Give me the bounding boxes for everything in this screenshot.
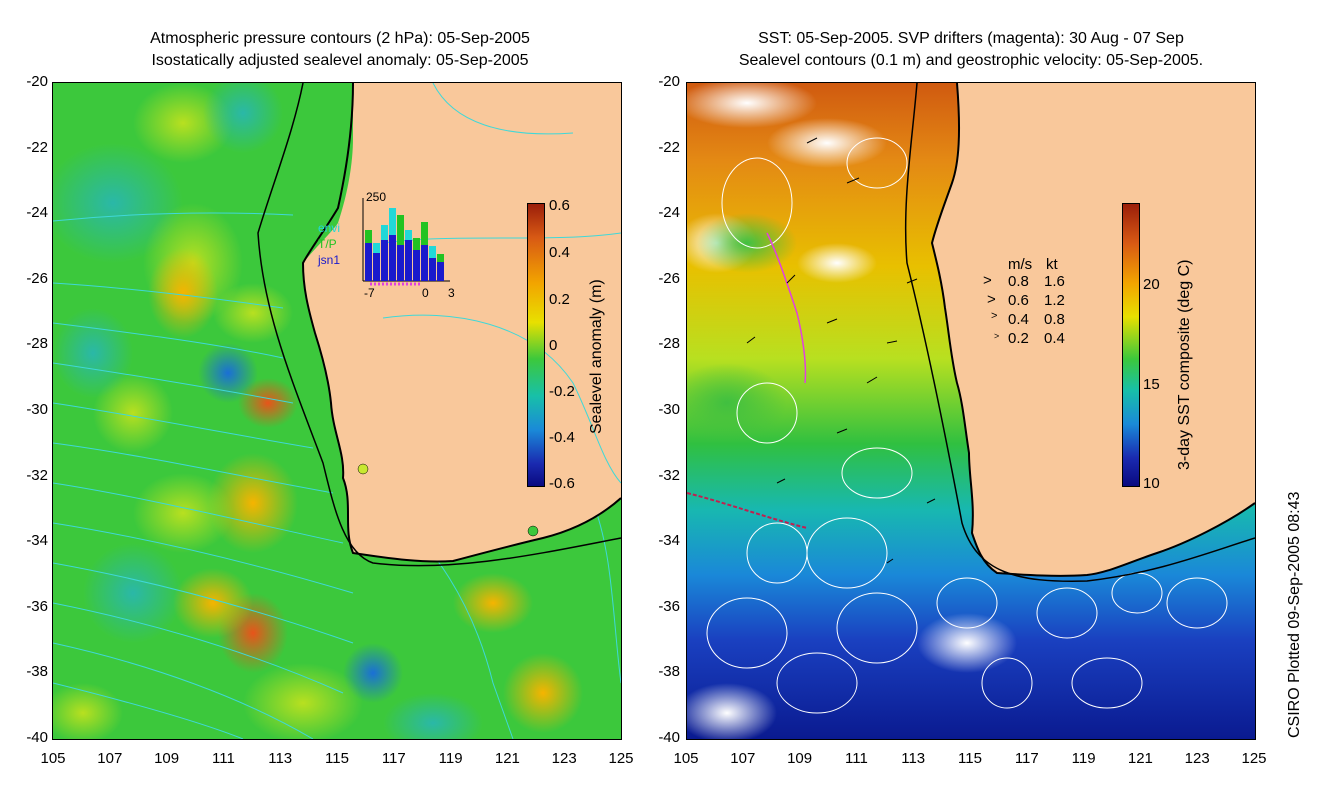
shelf-contour — [904, 83, 1255, 582]
velocity-legend-kt-3: 0.4 — [1044, 330, 1065, 347]
left-y-tick: -32 — [26, 466, 48, 484]
drifter-track — [766, 232, 807, 384]
velocity-legend-ms-0: 0.8 — [1008, 273, 1029, 290]
left-y-tick: -20 — [26, 73, 48, 90]
velocity-legend-arrow-2: > — [991, 310, 998, 322]
right-title-line2: Sealevel contours (0.1 m) and geostrophi… — [738, 52, 1204, 69]
right-y-tick: -38 — [658, 663, 680, 681]
shelf-contour — [257, 83, 621, 567]
right-x-tick: 117 — [1014, 750, 1039, 767]
velocity-legend-header-kt: kt — [1046, 256, 1058, 273]
left-cb-tick-6: -0.6 — [549, 475, 575, 492]
left-map-panel — [52, 82, 622, 740]
right-y-tick: -22 — [658, 138, 680, 156]
left-x-tick: 117 — [381, 750, 406, 767]
credit-text: CSIRO Plotted 09-Sep-2005 08:43 — [1286, 491, 1303, 738]
right-y-tick: -40 — [658, 729, 680, 746]
inset-xtick-2: 3 — [448, 286, 455, 300]
left-y-tick: -34 — [26, 532, 48, 550]
right-colorbar — [1122, 203, 1140, 487]
left-x-tick: 125 — [608, 750, 634, 767]
velocity-legend-ms-1: 0.6 — [1008, 292, 1029, 309]
left-x-tick: 111 — [211, 750, 235, 767]
left-cb-tick-2: 0.2 — [549, 291, 570, 308]
left-cb-tick-3: 0 — [549, 337, 558, 354]
left-y-tick: -36 — [26, 597, 48, 615]
inset-xtick-0: -7 — [364, 286, 375, 300]
right-cb-tick-2: 10 — [1143, 475, 1160, 492]
left-y-tick: -24 — [26, 204, 48, 222]
right-x-tick: 123 — [1184, 750, 1210, 767]
left-y-tick: -40 — [26, 729, 48, 746]
inset-ymax-label: 250 — [366, 190, 387, 204]
left-title-line1: Atmospheric pressure contours (2 hPa): 0… — [150, 30, 530, 47]
left-x-tick: 107 — [97, 750, 123, 767]
left-title-line2: Isostatically adjusted sealevel anomaly:… — [151, 52, 529, 69]
velocity-legend-kt-0: 1.6 — [1044, 273, 1065, 290]
right-x-tick: 105 — [673, 750, 699, 767]
left-y-tick: -28 — [26, 335, 48, 353]
left-y-tick: -22 — [26, 138, 48, 156]
right-cb-tick-0: 20 — [1143, 276, 1160, 293]
right-y-tick: -20 — [658, 73, 680, 90]
right-cb-tick-1: 15 — [1143, 376, 1160, 393]
right-y-tick: -24 — [658, 204, 680, 222]
velocity-legend-arrow-1: > — [987, 291, 996, 308]
velocity-legend-arrow-0: > — [983, 272, 992, 289]
right-x-tick: 119 — [1071, 750, 1096, 767]
right-y-tick: -30 — [658, 401, 680, 418]
left-cb-tick-4: -0.2 — [549, 383, 575, 400]
coastline — [301, 83, 621, 563]
right-x-tick: 107 — [730, 750, 756, 767]
left-cb-tick-1: 0.4 — [549, 244, 570, 261]
left-y-tick: -26 — [26, 269, 48, 287]
left-x-tick: 115 — [325, 750, 349, 767]
left-y-tick: -38 — [26, 663, 48, 681]
right-y-tick: -28 — [658, 335, 680, 353]
right-x-tick: 113 — [901, 750, 926, 767]
coastline — [930, 83, 1255, 577]
inset-legend-envi: envi — [318, 221, 341, 235]
inset-xtick-1: 0 — [422, 286, 429, 300]
left-colorbar — [527, 203, 545, 487]
velocity-legend-ms-2: 0.4 — [1008, 311, 1029, 328]
left-x-tick: 121 — [494, 750, 520, 767]
inset-legend-tp: T/P — [318, 237, 337, 251]
left-x-tick: 109 — [154, 750, 180, 767]
right-x-tick: 121 — [1127, 750, 1153, 767]
velocity-legend-header-ms: m/s — [1008, 256, 1033, 273]
left-x-tick: 113 — [268, 750, 293, 767]
right-x-tick: 125 — [1241, 750, 1267, 767]
right-y-tick: -26 — [658, 269, 680, 287]
velocity-legend-kt-1: 1.2 — [1044, 292, 1065, 309]
sealevel-anomaly-map — [53, 83, 621, 739]
right-y-tick: -36 — [658, 597, 680, 615]
sst-map — [687, 83, 1255, 739]
left-x-tick: 105 — [40, 750, 66, 767]
right-y-tick: -34 — [658, 532, 680, 550]
right-title-line1: SST: 05-Sep-2005. SVP drifters (magenta)… — [758, 30, 1184, 47]
velocity-legend-arrow-3: > — [994, 331, 1000, 341]
inset-legend-jsn1: jsn1 — [318, 253, 341, 267]
left-x-tick: 123 — [551, 750, 577, 767]
right-x-tick: 111 — [844, 750, 868, 767]
velocity-arrows — [746, 137, 936, 564]
velocity-legend-kt-2: 0.8 — [1044, 311, 1065, 328]
left-colorbar-label: Sealevel anomaly (m) — [588, 279, 605, 434]
left-cb-tick-0: 0.6 — [549, 197, 570, 214]
left-x-tick: 119 — [438, 750, 463, 767]
velocity-legend-ms-3: 0.2 — [1008, 330, 1029, 347]
drifter-track-2 — [687, 492, 808, 529]
left-cb-tick-5: -0.4 — [549, 429, 575, 446]
left-y-tick: -30 — [26, 401, 48, 418]
right-x-tick: 109 — [787, 750, 813, 767]
right-map-panel — [686, 82, 1256, 740]
right-x-tick: 115 — [958, 750, 982, 767]
right-y-tick: -32 — [658, 466, 680, 484]
australia-land — [932, 83, 1255, 576]
right-colorbar-label: 3-day SST composite (deg C) — [1176, 259, 1193, 470]
